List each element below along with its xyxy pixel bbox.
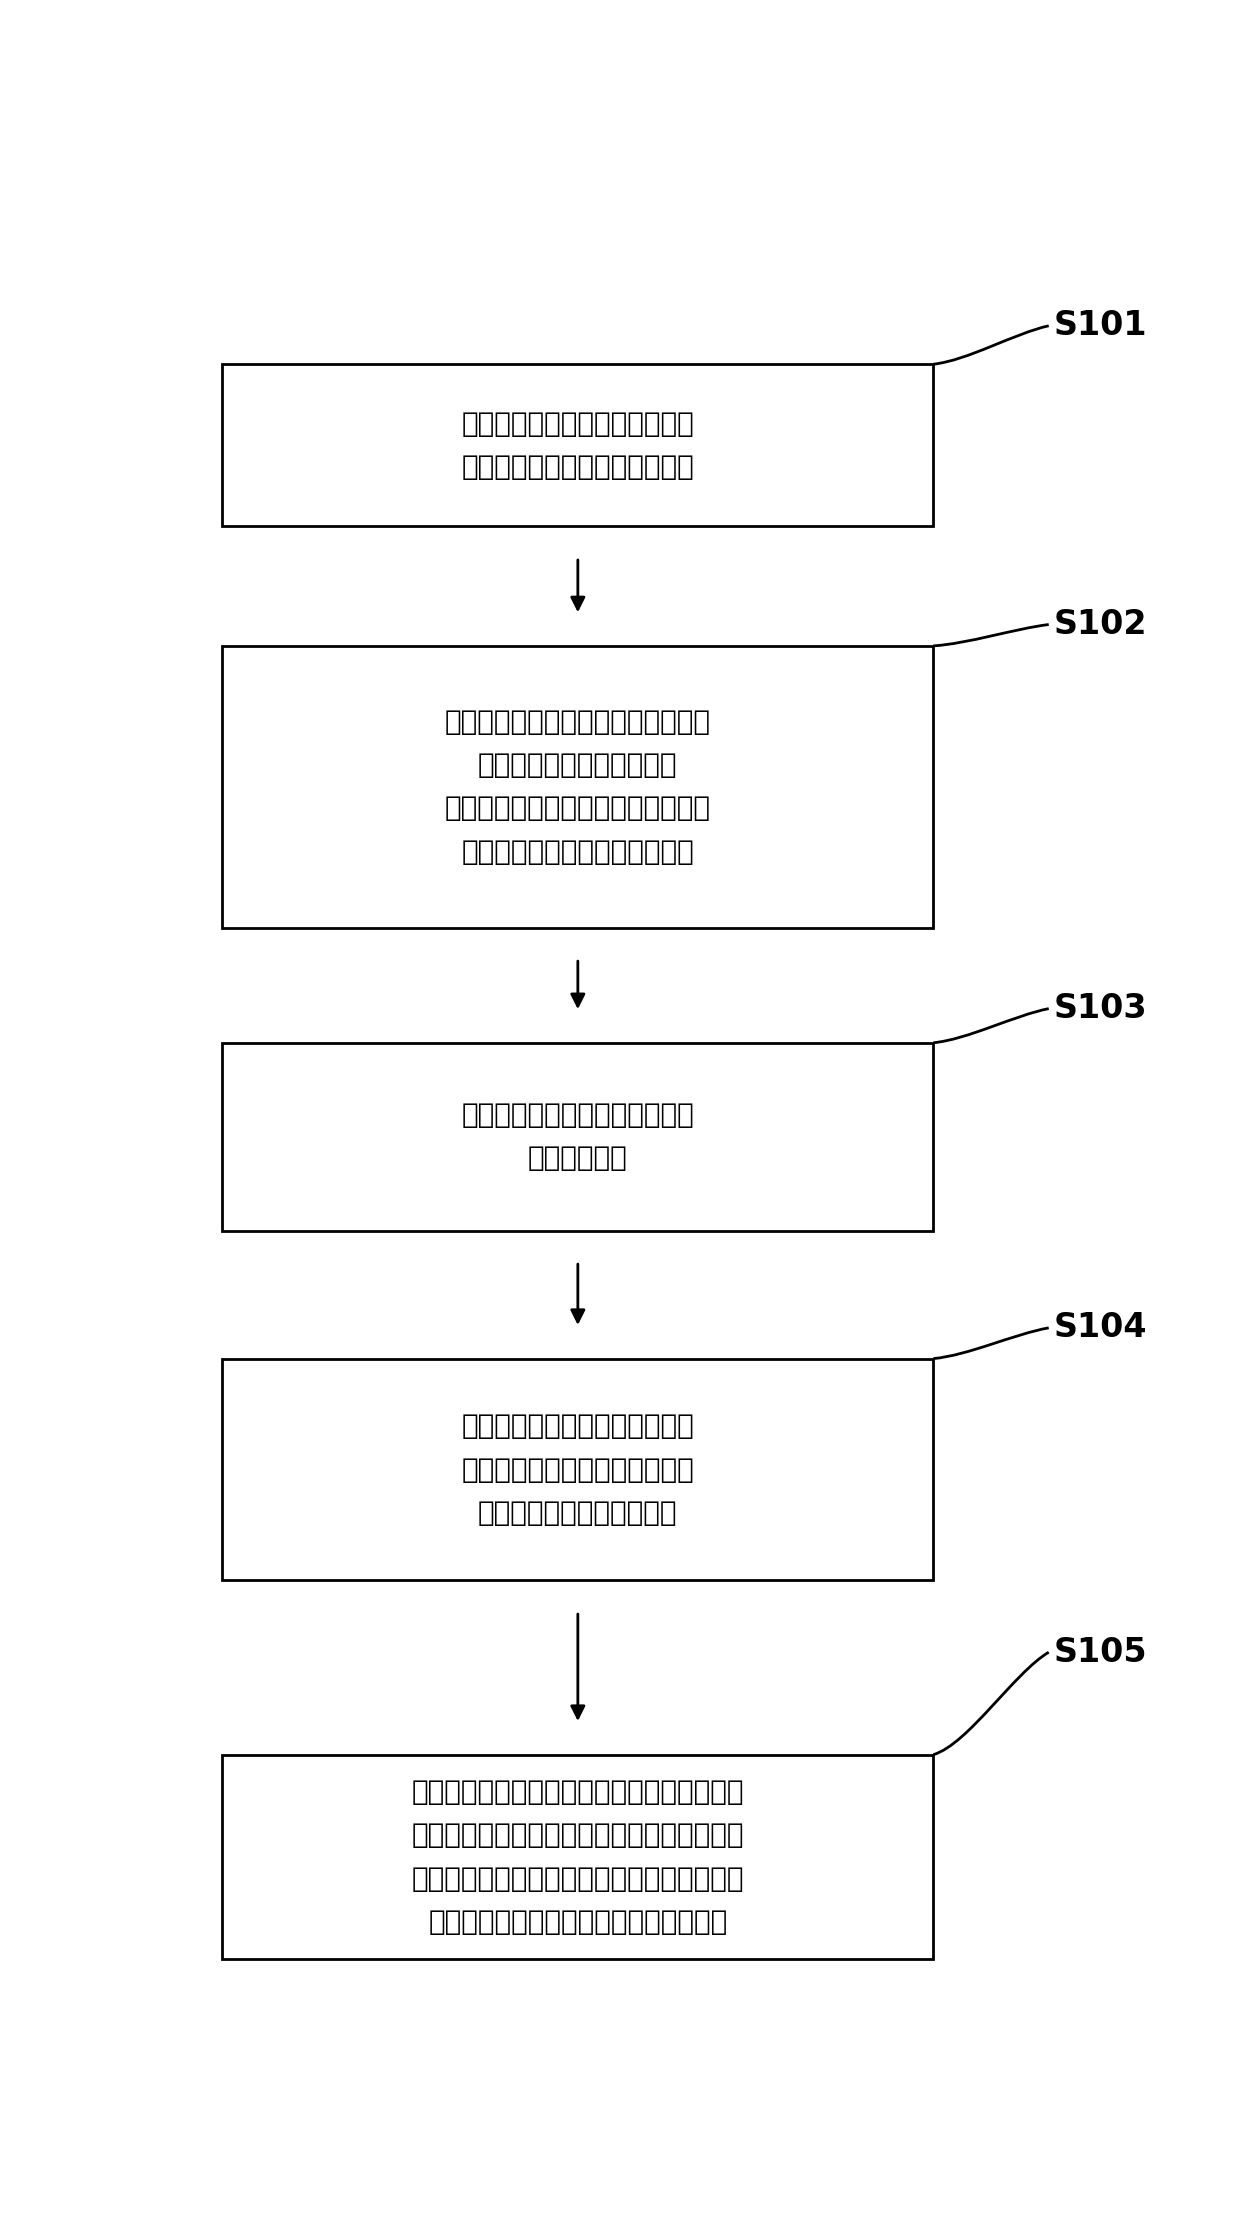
- Text: S103: S103: [1054, 993, 1147, 1024]
- Text: 根据所述采血管上料控制信息与
所述采血管贴标信息之间的对应
关系对所述采血管进行贴标: 根据所述采血管上料控制信息与 所述采血管贴标信息之间的对应 关系对所述采血管进行…: [461, 1412, 694, 1528]
- Text: 根据所述采血管上料控制信息执
行采血管上料: 根据所述采血管上料控制信息执 行采血管上料: [461, 1102, 694, 1173]
- Text: 根据检验项目信息确定采血管上料控
制信息和采血管贴标信息；
确定所述采血管上料控制信息与所述
采血管贴标信息之间的对应关系: 根据检验项目信息确定采血管上料控 制信息和采血管贴标信息； 确定所述采血管上料控…: [445, 707, 711, 867]
- Text: 收集完成贴标的采血管，并将所述采血管与所
述患者身份信息相关联，判断所述患者的采血
管是否准备完成；如果所述患者的采血管准备
完成；则将所述患者的采血管送至采血: 收集完成贴标的采血管，并将所述采血管与所 述患者身份信息相关联，判断所述患者的采…: [412, 1778, 744, 1935]
- Bar: [222, 364, 934, 525]
- Bar: [222, 1754, 934, 1960]
- Bar: [222, 645, 934, 927]
- Text: S101: S101: [1054, 310, 1147, 341]
- Text: S104: S104: [1054, 1310, 1147, 1344]
- Bar: [222, 1359, 934, 1581]
- Bar: [222, 1042, 934, 1230]
- Text: S102: S102: [1054, 607, 1147, 641]
- Text: 获取患者身份信息以及与所述患
者身份信息关联的检验项目信息: 获取患者身份信息以及与所述患 者身份信息关联的检验项目信息: [461, 410, 694, 481]
- Text: S105: S105: [1054, 1636, 1147, 1669]
